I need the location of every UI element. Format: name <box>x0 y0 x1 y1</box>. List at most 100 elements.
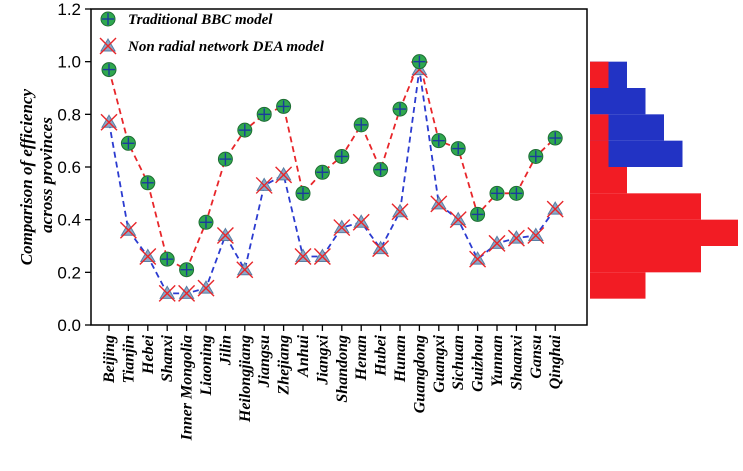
point-bbc-shanxi <box>159 251 175 267</box>
point-dea-henan-x-b <box>352 213 370 231</box>
point-dea-hubei <box>372 240 390 258</box>
legend-label-non-radial-dea: Non radial network DEA model <box>127 39 325 55</box>
point-dea-zhejiang-x-b <box>275 166 293 184</box>
point-dea-liaoning <box>197 279 215 297</box>
point-dea-jiangsu-x-b <box>255 176 273 194</box>
plot-frame <box>90 8 588 326</box>
point-dea-tianjin <box>119 221 137 239</box>
point-dea-zhejiang <box>275 166 293 184</box>
point-dea-shanxi-triangle <box>159 285 176 299</box>
x-tick-label-6: Jilin <box>217 335 234 366</box>
point-dea-shaanxi <box>507 229 525 247</box>
point-bbc-yunnan <box>489 185 505 201</box>
y-axis-title-line-1: Comparison of efficiency <box>17 89 36 266</box>
point-dea-hunan <box>391 203 409 221</box>
point-bbc-hebei <box>140 175 156 191</box>
point-dea-liaoning-triangle <box>198 280 214 294</box>
point-dea-jiangxi-triangle <box>314 248 331 263</box>
point-dea-heilongjiang-triangle <box>236 261 253 276</box>
histogram-bar-dea-0 <box>590 272 646 299</box>
point-bbc-shandong <box>334 148 350 164</box>
point-bbc-zhejiang <box>276 98 292 114</box>
series-line-bbc <box>108 58 556 271</box>
point-dea-yunnan-triangle <box>489 235 505 249</box>
point-dea-qinghai <box>546 200 564 218</box>
point-dea-qinghai-triangle <box>547 201 564 215</box>
x-tick-label-7: Heilongjiang <box>237 335 254 423</box>
x-tick-label-9: Zhejiang <box>276 335 293 396</box>
point-dea-heilongjiang <box>236 261 254 279</box>
point-dea-shanxi-x-b <box>158 284 176 302</box>
point-dea-hubei-triangle <box>372 240 389 255</box>
point-dea-tianjin-x-b <box>119 221 137 239</box>
point-dea-qinghai-x-b <box>546 200 564 218</box>
legend-marker-traditional-bbc <box>100 11 116 27</box>
point-dea-inner-mongolia-x-b <box>178 284 196 302</box>
histogram-bar-dea-4 <box>590 167 627 194</box>
x-tick-label-5: Liaoning <box>198 335 215 396</box>
point-dea-tianjin-triangle <box>120 222 137 236</box>
point-bbc-jiangsu <box>256 106 272 122</box>
x-tick-label-20: Yunnan <box>489 335 506 387</box>
point-dea-jiangsu <box>255 176 273 194</box>
axes: 0.0 0.2 0.4 0.6 0.8 1.0 1.2 Beijing Tianjin Hebei… <box>57 0 588 441</box>
point-dea-jilin-triangle <box>217 227 234 241</box>
histogram-bar-bbc-2 <box>590 88 646 115</box>
x-tick-label-13: Henan <box>353 335 370 381</box>
x-tick-label-18: Sichuan <box>450 335 467 390</box>
x-tick-label-0: Beijing <box>101 335 118 384</box>
point-dea-shandong-x-b <box>333 219 351 237</box>
point-bbc-jiangxi <box>314 164 330 180</box>
y-tick-label-6: 1.2 <box>57 0 81 19</box>
point-bbc-qinghai <box>547 130 563 146</box>
point-dea-jiangsu-triangle <box>256 177 273 191</box>
x-tick-label-3: Shanxi <box>159 334 176 382</box>
point-dea-anhui <box>294 248 312 266</box>
point-bbc-jilin <box>217 151 233 167</box>
point-dea-anhui-triangle <box>295 248 311 263</box>
legend-marker-dea-symbol-x-b <box>99 37 117 55</box>
point-bbc-guangxi <box>431 133 447 149</box>
y-axis-title: Comparison of efficiency across province… <box>17 85 56 266</box>
histogram-bar-dea-3 <box>590 193 701 220</box>
y-axis-title-line-2: across provinces <box>37 117 56 233</box>
x-tick-label-17: Guangxi <box>431 334 448 392</box>
point-dea-hubei-x-b <box>372 240 390 258</box>
point-dea-inner-mongolia <box>178 284 196 302</box>
point-dea-sichuan-triangle <box>450 211 467 226</box>
point-dea-sichuan <box>449 211 467 229</box>
legend-marker-dea-symbol-triangle <box>100 38 116 52</box>
point-dea-hunan-triangle <box>392 203 408 218</box>
point-bbc-anhui <box>295 185 311 201</box>
point-dea-gansu-triangle <box>527 227 544 241</box>
y-tick-label-1: 0.2 <box>57 263 81 282</box>
point-bbc-sichuan <box>450 141 466 157</box>
point-dea-guangxi-triangle <box>430 195 447 210</box>
point-dea-beijing-x-b <box>100 113 118 131</box>
point-bbc-guizhou <box>470 206 486 222</box>
point-bbc-shaanxi <box>508 185 524 201</box>
point-bbc-hunan <box>392 101 408 117</box>
point-dea-inner-mongolia-triangle <box>178 285 195 299</box>
point-dea-guangxi-x-b <box>430 195 448 213</box>
point-dea-sichuan-x-b <box>449 211 467 229</box>
point-dea-jilin-x-b <box>216 226 234 244</box>
point-dea-jiangxi <box>313 248 331 266</box>
x-tick-label-16: Guangdong <box>411 335 428 413</box>
point-dea-guizhou <box>469 250 487 268</box>
point-dea-shanxi <box>158 284 176 302</box>
point-dea-beijing <box>100 113 118 131</box>
marginal-histogram <box>590 61 738 299</box>
point-bbc-hubei <box>373 162 389 178</box>
x-tick-label-10: Anhui <box>295 334 312 377</box>
point-dea-jiangxi-x-b <box>313 248 331 266</box>
point-dea-zhejiang-triangle <box>275 166 292 181</box>
x-tick-label-4: Inner Mongolia <box>179 335 196 441</box>
x-tick-label-15: Hunan <box>392 335 409 383</box>
x-tick-label-1: Tianjin <box>120 335 137 383</box>
y-tick-label-5: 1.0 <box>57 53 81 72</box>
point-bbc-beijing <box>101 62 117 78</box>
histogram-bar-dea-2 <box>590 219 738 246</box>
x-tick-label-21: Shaanxi <box>508 334 525 390</box>
